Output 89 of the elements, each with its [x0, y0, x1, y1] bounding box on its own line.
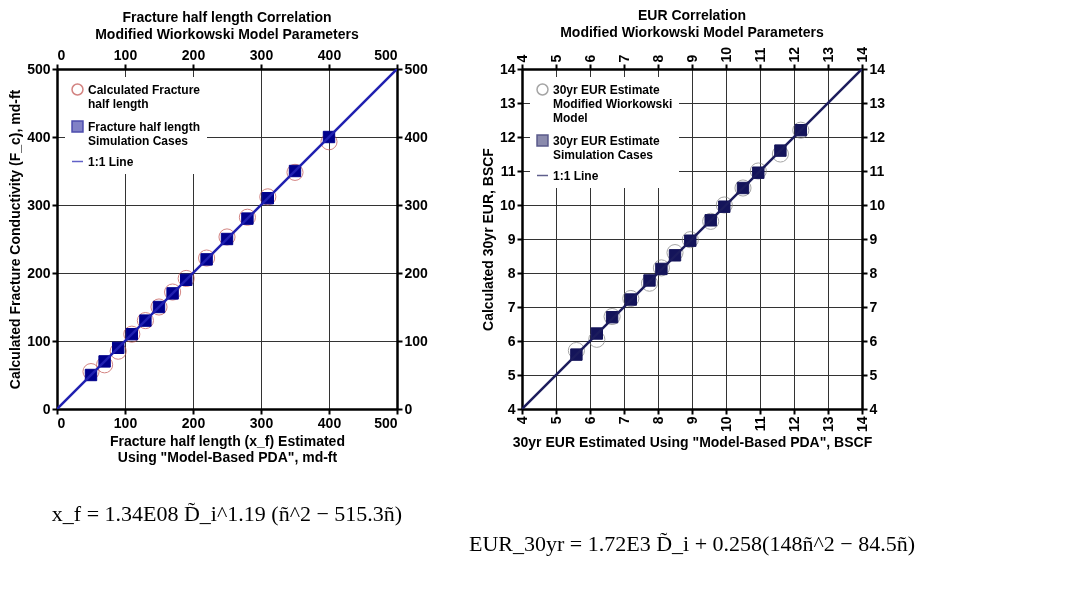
legend-label: Fracture half length Simulation Cases [88, 119, 201, 148]
x-axis-title: Fracture half length (x_f) Estimated Using "Model-Based PDA", md-ft [110, 432, 345, 465]
point [603, 307, 621, 326]
x-axis-title: 30yr EUR Estimated Using "Model-Based PDA", BSCF [512, 434, 873, 451]
y-tick-label: 400 [27, 128, 51, 145]
legend-label: 1:1 Line [553, 168, 599, 183]
y-tick-label: 6 [507, 332, 516, 349]
y2-tick-label: 8 [869, 264, 878, 281]
y-tick-label: 9 [507, 230, 516, 247]
point [749, 162, 767, 180]
chart-title: EUR Correlation [637, 7, 747, 24]
y-tick-label: 11 [500, 162, 516, 179]
y-tick-label: 300 [27, 196, 51, 213]
legend-label: Calculated Fracture half length [88, 82, 201, 111]
y2-tick-label: 7 [869, 298, 878, 315]
x-tick-label: 13 [819, 416, 836, 433]
y-tick-label: 10 [499, 196, 516, 213]
x-tick-label: 500 [374, 414, 398, 431]
y-tick-label: 13 [499, 94, 516, 111]
y2-tick-label: 11 [869, 162, 885, 179]
x2-tick-label: 4 [513, 54, 530, 63]
x-tick-label: 5 [547, 416, 564, 425]
y2-tick-label: 9 [869, 230, 878, 247]
x-tick-label: 100 [113, 414, 138, 431]
y-tick-label: 14 [499, 60, 516, 77]
y2-tick-label: 12 [869, 128, 886, 145]
legend-label: 30yr EUR Estimate Modified Wiorkowski Model [553, 82, 673, 125]
x-tick-label: 200 [181, 414, 206, 431]
y-tick-label: 8 [507, 264, 516, 281]
x2-tick-label: 14 [853, 46, 870, 63]
x2-tick-label: 5 [547, 54, 564, 63]
y-tick-label: 7 [507, 298, 516, 315]
point [715, 196, 733, 214]
x-tick-label: 4 [513, 416, 530, 425]
x2-tick-label: 0 [57, 46, 66, 63]
y-tick-label: 100 [27, 332, 51, 349]
y2-tick-label: 5 [869, 366, 878, 383]
x2-tick-label: 7 [615, 54, 632, 63]
text: EUR_30yr = 1.72E3 D̃_i + 0.258(148ñ^2 − 84.5ñ) [469, 531, 915, 556]
point [164, 283, 182, 301]
chart-subtitle: Modified Wiorkowski Model Parameters [95, 26, 360, 42]
x-tick-label: 7 [615, 416, 632, 425]
x2-tick-label: 10 [717, 46, 734, 63]
y-axis-title: Calculated 30yr EUR, BSCF [479, 147, 496, 331]
y2-tick-label: 200 [404, 264, 429, 281]
y2-tick-label: 6 [869, 332, 878, 349]
x-tick-label: 400 [317, 414, 342, 431]
x2-tick-label: 500 [374, 46, 398, 63]
x2-tick-label: 11 [751, 47, 768, 63]
text: x_f = 1.34E08 D̃_i^1.19 (ñ^2 − 515.3ñ) [51, 501, 403, 526]
x2-tick-label: 12 [785, 46, 802, 63]
x-tick-label: 12 [785, 416, 802, 433]
x2-tick-label: 13 [819, 46, 836, 63]
x2-tick-label: 200 [181, 46, 206, 63]
legend-label: 30yr EUR Estimate Simulation Cases [553, 133, 661, 162]
y2-tick-label: 300 [404, 196, 429, 213]
y-tick-label: 200 [27, 264, 51, 281]
x-tick-label: 6 [581, 416, 598, 425]
x2-tick-label: 9 [683, 54, 700, 63]
chart-subtitle: Modified Wiorkowski Model Parameters [560, 24, 825, 41]
point [218, 228, 236, 246]
y2-tick-label: 13 [869, 94, 886, 111]
x2-tick-label: 6 [581, 54, 598, 63]
x2-tick-label: 400 [317, 46, 342, 63]
y-tick-label: 5 [507, 366, 516, 383]
point [238, 208, 256, 226]
x-tick-label: 11 [751, 416, 768, 432]
point [177, 269, 195, 287]
point [622, 289, 640, 308]
x2-tick-label: 300 [249, 46, 274, 63]
y2-tick-label: 100 [404, 332, 429, 349]
x2-tick-label: 8 [649, 54, 666, 63]
y-tick-label: 500 [27, 60, 51, 77]
x-tick-label: 0 [57, 414, 66, 431]
x-tick-label: 9 [683, 416, 700, 425]
legend-label: 1:1 Line [88, 154, 134, 169]
y2-tick-label: 14 [869, 60, 886, 77]
chart-title: Fracture half length Correlation [122, 9, 332, 25]
x-tick-label: 300 [249, 414, 274, 431]
y2-tick-label: 10 [869, 196, 886, 213]
y-axis-title: Calculated Fracture Conductivity (F_c), md-ft [7, 89, 24, 390]
x-tick-label: 10 [717, 416, 734, 433]
x-tick-label: 8 [649, 416, 666, 425]
x-tick-label: 14 [853, 416, 870, 433]
y-tick-label: 12 [499, 128, 516, 145]
point [198, 249, 216, 267]
x2-tick-label: 100 [113, 46, 138, 63]
y2-tick-label: 500 [404, 60, 429, 77]
y2-tick-label: 400 [404, 128, 429, 145]
